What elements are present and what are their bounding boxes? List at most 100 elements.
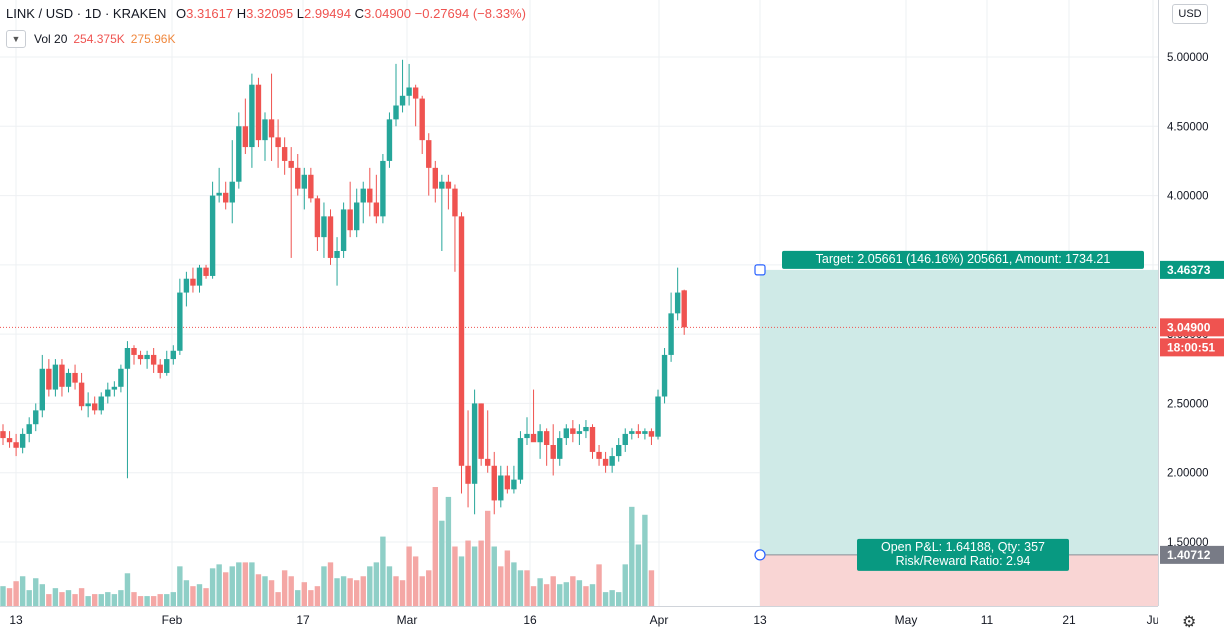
candle-body: [118, 368, 124, 387]
chart-canvas[interactable]: Target: 2.05661 (146.16%) 205661, Amount…: [0, 0, 1158, 606]
candle-body: [33, 410, 39, 425]
time-axis[interactable]: 13 Feb 17 Mar 16 Apr 13 May 11 21 Ju: [0, 606, 1159, 632]
volume-bar: [281, 570, 288, 606]
candle-body: [406, 87, 412, 96]
volume-bar: [380, 536, 386, 606]
volume-bar: [321, 566, 327, 606]
candle-body: [46, 368, 52, 390]
current-price-badge-bg: [1160, 318, 1224, 337]
candle-body: [242, 126, 249, 148]
close-value: 3.04900: [364, 6, 412, 21]
candle-body: [602, 458, 609, 466]
volume-bar: [589, 584, 596, 606]
chevron-down-icon[interactable]: ▼: [6, 30, 26, 48]
pnl-label-text-1: Open P&L: 1.64188, Qty: 357: [881, 540, 1045, 554]
candle-body: [190, 278, 196, 286]
candle-body: [557, 438, 563, 459]
volume-bar: [85, 596, 91, 606]
volume-bar: [629, 506, 635, 606]
volume-bar: [33, 578, 39, 606]
candle-body: [131, 348, 137, 355]
candle-body: [124, 348, 131, 369]
price-tick-label: 2.50000: [1167, 398, 1209, 410]
volume-bar: [419, 576, 425, 606]
volume-bar: [72, 594, 78, 606]
candle-body: [648, 431, 655, 437]
volume-bar: [602, 592, 609, 606]
price-axis[interactable]: 1.500002.000002.500003.000004.000004.500…: [1158, 0, 1224, 606]
volume-bar: [6, 588, 13, 606]
volume-bar: [39, 584, 45, 606]
volume-bar: [242, 562, 249, 606]
symbol-title[interactable]: LINK / USD · 1D · KRAKEN: [6, 6, 167, 21]
candle-body: [308, 174, 314, 199]
volume-ma-value: 254.375K: [73, 32, 125, 46]
candle-body: [380, 160, 386, 217]
volume-bar: [347, 578, 353, 606]
volume-bar: [517, 570, 524, 606]
candle-body: [334, 251, 340, 258]
low-label: L: [296, 6, 304, 21]
volume-bar: [596, 564, 602, 606]
candle-body: [216, 192, 222, 196]
volume-bar: [543, 584, 550, 606]
candle-body: [445, 181, 452, 189]
volume-bar: [268, 580, 275, 606]
volume-bar: [13, 581, 19, 606]
price-tick-label: 2.00000: [1167, 468, 1209, 480]
candle-body: [170, 350, 176, 360]
candle-body: [177, 292, 183, 351]
low-value: 2.99494: [304, 6, 351, 21]
candle-body: [367, 188, 373, 203]
volume-label[interactable]: Vol 20: [34, 32, 68, 46]
candle-body: [26, 424, 32, 434]
candle-body: [517, 438, 524, 480]
price-tick-label: 4.00000: [1167, 191, 1209, 203]
volume-bar: [288, 576, 294, 606]
currency-button[interactable]: USD: [1172, 4, 1208, 24]
candle-body: [137, 354, 144, 360]
time-tick-label: 13: [753, 613, 767, 627]
volume-bar: [498, 566, 504, 606]
volume-bar: [485, 510, 491, 606]
volume-bar: [229, 566, 235, 606]
time-tick-label: 17: [296, 613, 310, 627]
candle-body: [105, 389, 111, 397]
time-tick-label: 21: [1062, 613, 1076, 627]
volume-bar: [223, 572, 229, 606]
candle-body: [412, 87, 419, 99]
candle-body: [0, 431, 6, 439]
volume-bar: [426, 570, 432, 606]
candle-body: [111, 386, 118, 390]
volume-bar: [190, 586, 196, 606]
volume-bar: [393, 576, 399, 606]
open-value: 3.31617: [186, 6, 234, 21]
candle-body: [281, 147, 288, 161]
entry-handle: [754, 549, 766, 561]
candle-body: [262, 119, 268, 141]
entry-price-badge-bg: [1160, 545, 1224, 564]
volume-bar: [170, 592, 176, 606]
candle-body: [223, 192, 229, 203]
candle-body: [498, 475, 504, 501]
candle-body: [393, 105, 399, 120]
time-tick-label: 13: [9, 613, 23, 627]
volume-bar: [373, 562, 380, 606]
volume-bar: [635, 544, 642, 606]
price-tick-label: 5.00000: [1167, 52, 1209, 64]
candle-body: [65, 372, 72, 387]
target-label-box: [782, 250, 1144, 269]
gear-icon[interactable]: ⚙: [1182, 614, 1197, 631]
volume-bar: [216, 564, 222, 606]
candle-body: [209, 195, 216, 276]
candle-body: [229, 181, 235, 203]
chart-pane[interactable]: Target: 2.05661 (146.16%) 205661, Amount…: [0, 0, 1158, 606]
volume-bar: [642, 514, 648, 606]
volume-bar: [111, 594, 118, 606]
candle-body: [465, 465, 471, 484]
candle-body: [543, 431, 550, 445]
volume-bar: [92, 594, 98, 606]
candle-body: [642, 431, 648, 434]
target-label-text-1: Target: 2.05661 (146.16%) 205661, Amount…: [816, 252, 1111, 266]
volume-bar: [124, 573, 131, 606]
